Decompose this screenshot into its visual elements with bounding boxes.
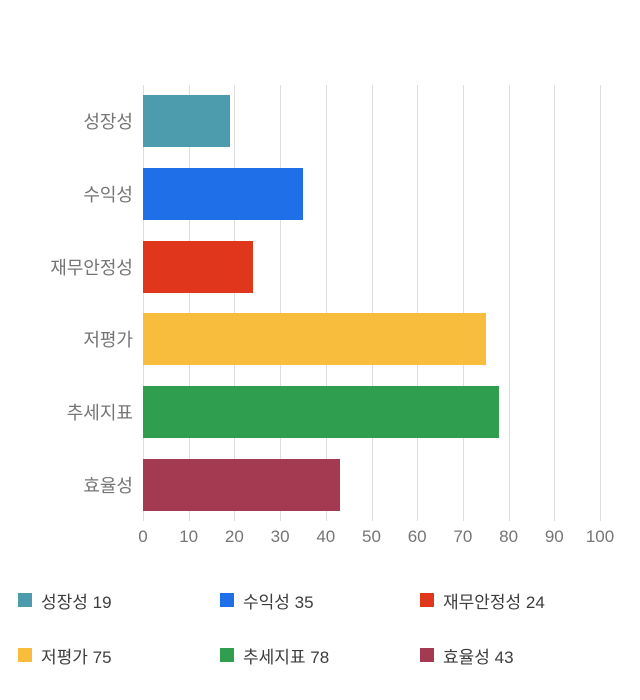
- bar-row-1: [143, 158, 600, 231]
- x-tick-label-60: 60: [407, 527, 427, 546]
- chart-legend: 성장성 19 수익성 35 재무안정성 24 저평가 75 추세지표 78 효율성 43: [18, 588, 622, 667]
- legend-item-2: 재무안정성 24: [420, 588, 622, 613]
- x-tick-label-100: 100: [585, 527, 615, 546]
- gridline-30: [280, 85, 282, 521]
- y-axis-label-1: 수익성: [83, 185, 133, 205]
- bar-4[interactable]: [143, 386, 500, 439]
- gridline-0: [143, 85, 144, 521]
- y-axis-label-5: 효율성: [83, 475, 133, 496]
- bar-0[interactable]: [143, 95, 230, 148]
- legend-label-2: 재무안정성 24: [443, 592, 545, 612]
- legend-swatch-5: [420, 648, 434, 662]
- y-axis-label-0: 성장성: [83, 112, 133, 133]
- y-axis-label-2: 재무안정성: [50, 257, 133, 278]
- legend-item-5: 효율성 43: [420, 643, 622, 668]
- legend-label-4: 추세지표 78: [243, 647, 330, 667]
- gridline-20: [234, 85, 236, 521]
- legend-label-1: 수익성 35: [243, 592, 314, 612]
- gridline-40: [325, 85, 327, 521]
- x-tick-label-0: 0: [138, 527, 148, 546]
- x-tick-label-20: 20: [224, 527, 244, 546]
- x-tick-label-10: 10: [179, 527, 199, 546]
- bar-row-5: [143, 448, 600, 521]
- legend-item-1: 수익성 35: [220, 588, 420, 613]
- y-axis-label-4: 추세지표: [66, 403, 133, 424]
- legend-swatch-4: [220, 648, 234, 662]
- legend-swatch-3: [18, 648, 32, 662]
- bar-row-2: [143, 230, 600, 303]
- gridline-50: [371, 85, 373, 521]
- gridline-90: [554, 85, 556, 521]
- x-tick-label-90: 90: [544, 527, 564, 546]
- y-axis-label-3: 저평가: [83, 330, 133, 351]
- gridline-100: [600, 85, 601, 521]
- gridline-70: [462, 85, 464, 521]
- legend-swatch-0: [18, 593, 32, 607]
- bar-1[interactable]: [143, 168, 303, 220]
- bar-5[interactable]: [143, 458, 340, 511]
- legend-item-4: 추세지표 78: [220, 643, 420, 668]
- legend-item-3: 저평가 75: [18, 643, 220, 668]
- legend-label-0: 성장성 19: [41, 592, 112, 612]
- x-tick-label-70: 70: [453, 527, 473, 546]
- bar-2[interactable]: [143, 240, 253, 293]
- legend-swatch-2: [420, 593, 434, 607]
- legend-item-0: 성장성 19: [18, 588, 220, 613]
- legend-label-5: 효율성 43: [443, 647, 514, 667]
- x-tick-label-40: 40: [316, 527, 336, 546]
- legend-swatch-1: [220, 593, 234, 607]
- bar-row-0: [143, 85, 600, 158]
- gridline-60: [417, 85, 419, 521]
- gridline-10: [188, 85, 190, 521]
- gridline-80: [508, 85, 510, 521]
- plot-area: [143, 85, 601, 521]
- x-tick-label-80: 80: [499, 527, 519, 546]
- x-tick-label-30: 30: [270, 527, 290, 546]
- x-axis: 0 10 20 30 40 50 60 70 80 90 100: [138, 527, 614, 549]
- legend-label-3: 저평가 75: [41, 647, 112, 667]
- x-tick-label-50: 50: [362, 527, 381, 546]
- bar-row-4: [143, 376, 600, 449]
- bar-3[interactable]: [143, 313, 486, 366]
- bar-row-3: [143, 303, 600, 376]
